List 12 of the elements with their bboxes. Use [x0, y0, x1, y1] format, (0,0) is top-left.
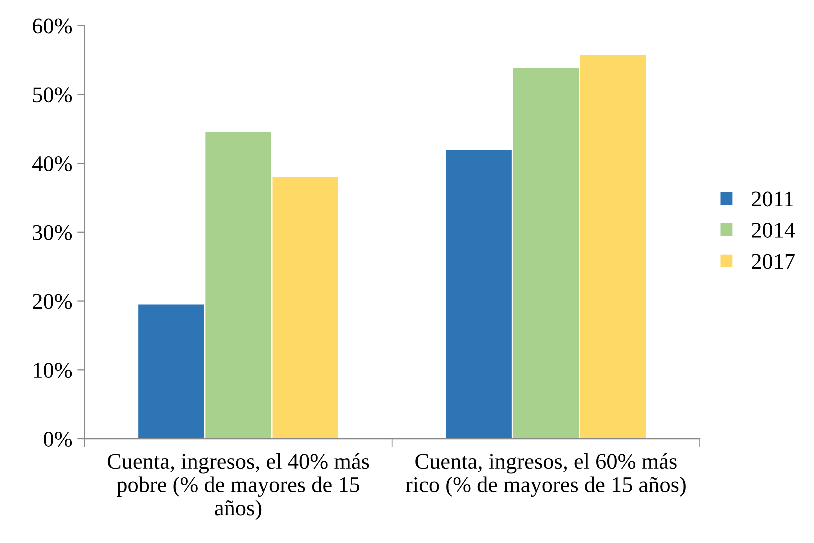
y-tick-label: 40%: [32, 156, 72, 172]
y-tick-label: 50%: [33, 88, 72, 103]
legend-label: 2011: [752, 192, 794, 207]
y-tick-label: 20%: [33, 294, 72, 310]
y-tick-label: 0%: [44, 432, 72, 448]
legend-label: 2014: [752, 222, 796, 238]
legend-label: 2017: [752, 254, 795, 270]
x-tick-label: Cuenta, ingresos, el 40% más pobre (% de mayores de 15 años): [108, 453, 370, 520]
y-tick-label: 30%: [33, 225, 72, 240]
y-tick-label: 10%: [34, 363, 72, 378]
x-tick-label: Cuenta, ingresos, el 60% más rico (% de mayores de 15 años): [406, 453, 686, 498]
y-tick-label: 60%: [33, 18, 72, 34]
